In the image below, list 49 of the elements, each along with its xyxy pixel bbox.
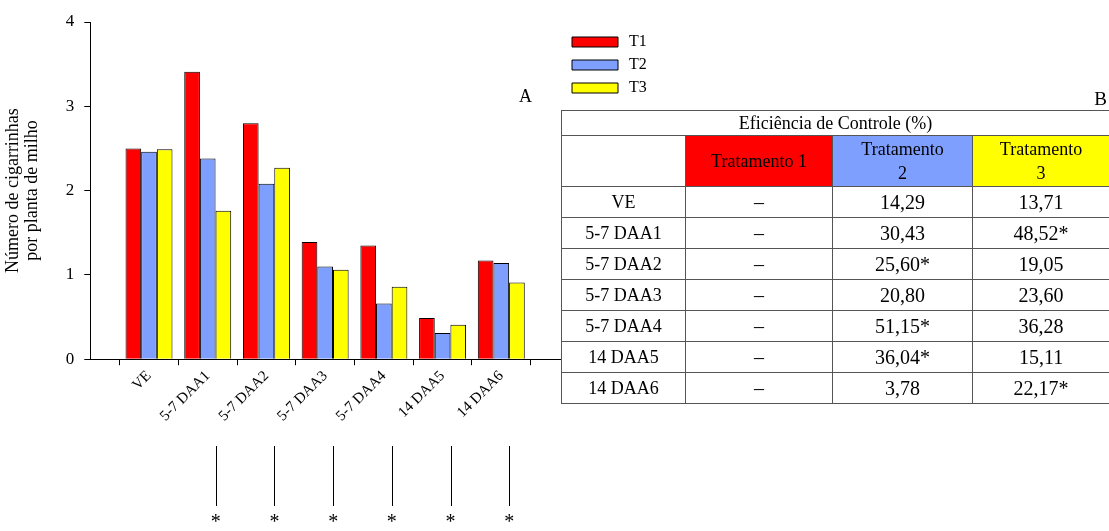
category-label: 5-7 DAA2 — [585, 253, 662, 274]
text: * — [210, 510, 221, 531]
text: 23,60 — [1018, 283, 1064, 306]
text: – — [754, 345, 764, 368]
y-axis-title: Número de cigarrinhas por planta de milho — [2, 108, 42, 274]
x-tick-label: VE — [128, 367, 154, 393]
legend-label: T3 — [629, 78, 647, 96]
text: 30,43 — [880, 221, 925, 244]
category-label: VE — [611, 191, 636, 212]
text: 20,80 — [880, 283, 925, 306]
text: 13,71 — [1018, 190, 1064, 213]
text: – — [754, 190, 764, 213]
y-tick-label: 3 — [65, 95, 75, 115]
y-tick-label: 1 — [65, 264, 75, 284]
legend-label: T1 — [629, 32, 647, 50]
category-label: 5-7 DAA1 — [585, 222, 662, 243]
text: – — [754, 314, 764, 337]
text: Eficiência de Controle (%) — [561, 110, 1109, 136]
text: 19,05 — [1018, 252, 1064, 275]
category-label: 5-7 DAA4 — [585, 315, 662, 336]
category-label: Tratamento 2 — [832, 135, 973, 187]
text: 3,78 — [885, 376, 920, 399]
annotation: A — [519, 85, 532, 106]
text: – — [754, 283, 764, 306]
y-tick-label: 2 — [65, 180, 75, 200]
text: – — [754, 376, 764, 399]
category-label: Tratamento 3 — [972, 135, 1109, 187]
text: 15,11 — [1018, 345, 1064, 368]
legend-label: T2 — [629, 55, 647, 73]
category-label: 5-7 DAA3 — [585, 284, 662, 305]
category-label: Tratamento 1 — [685, 135, 833, 187]
text: – — [754, 252, 764, 275]
category-label: 14 DAA5 — [588, 346, 659, 367]
text: B — [1094, 88, 1107, 109]
text: 51,15* — [875, 314, 930, 337]
text: – — [754, 221, 764, 244]
text: * — [328, 510, 339, 531]
y-tick-label: 0 — [65, 348, 75, 368]
text: 25,60* — [875, 252, 930, 275]
text: 22,17* — [1013, 376, 1069, 399]
text: * — [504, 510, 515, 531]
text: 36,04* — [875, 345, 930, 368]
text: 36,28 — [1018, 314, 1064, 337]
text: 48,52* — [1013, 221, 1069, 244]
text: * — [445, 510, 456, 531]
text: * — [386, 510, 397, 531]
y-tick-label: 4 — [65, 11, 75, 31]
text: * — [269, 510, 280, 531]
text: 14,29 — [880, 190, 925, 213]
